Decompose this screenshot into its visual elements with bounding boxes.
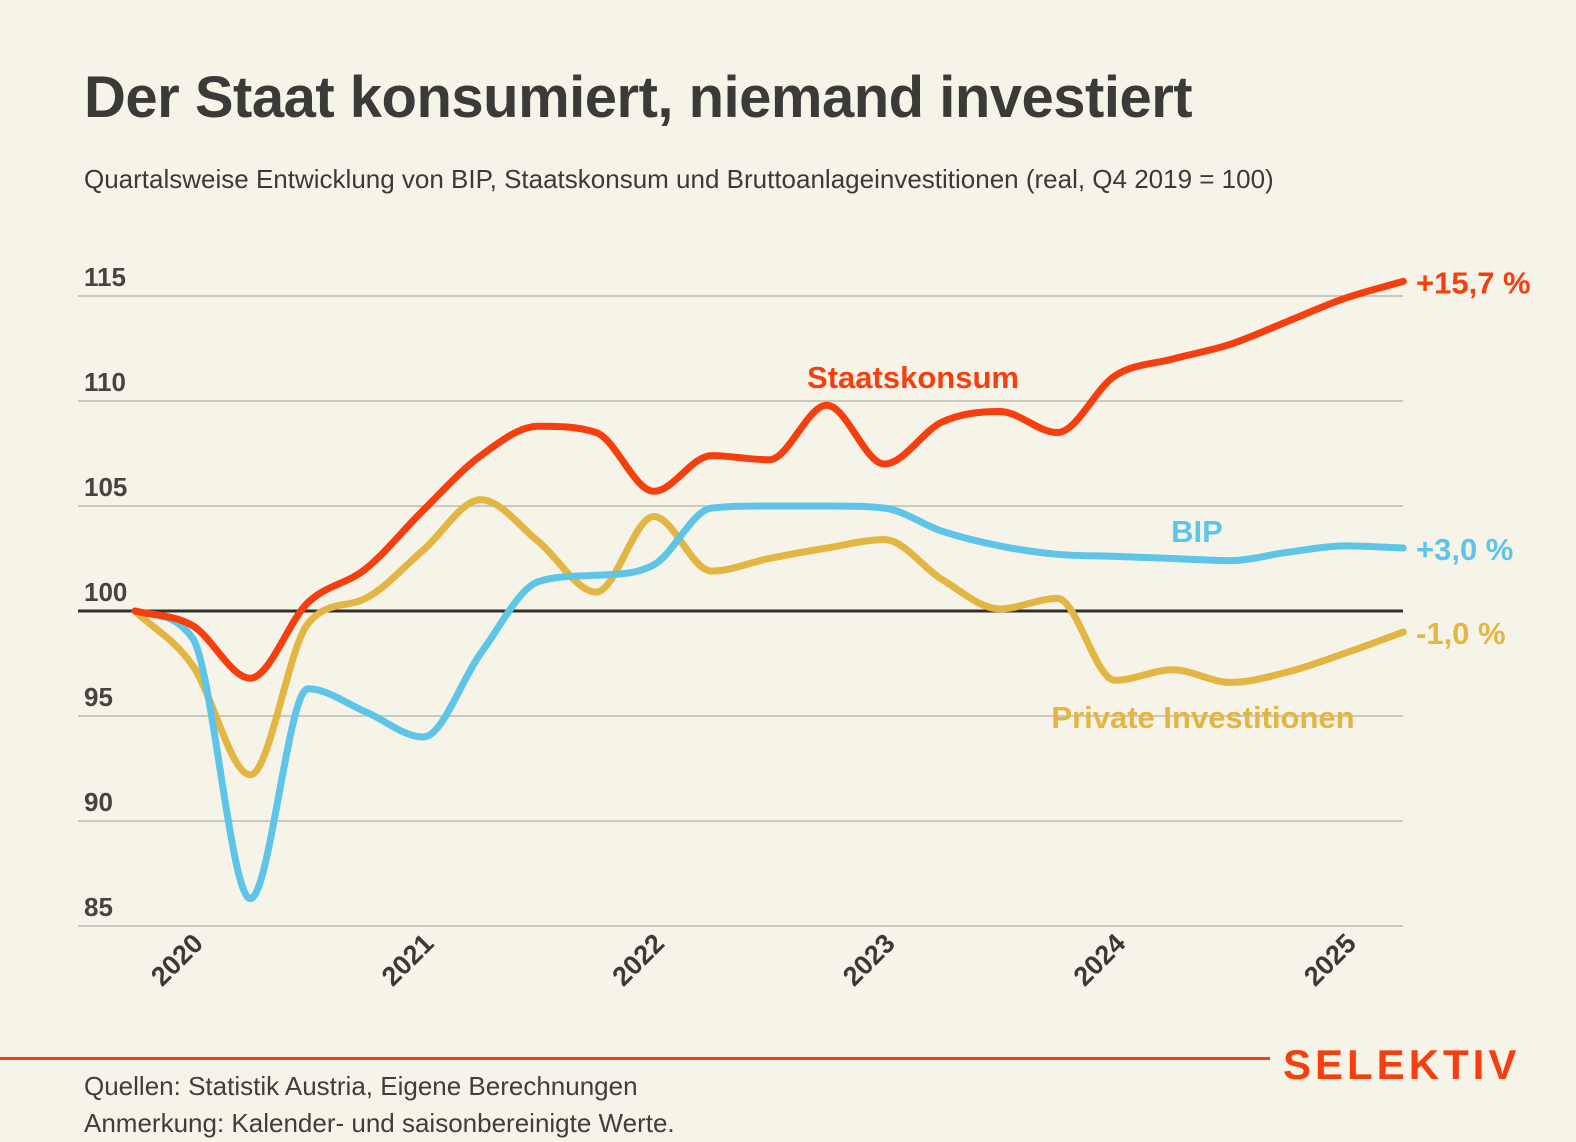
selektiv-logo: SELEKTIV bbox=[1283, 1041, 1521, 1088]
y-tick-110: 110 bbox=[84, 367, 126, 397]
series-line-private-investitionen bbox=[131, 496, 1407, 779]
page-title: Der Staat konsumiert, niemand investiert bbox=[84, 65, 1193, 130]
end-label-staatskonsum: +15,7 % bbox=[1416, 265, 1531, 300]
y-tick-85: 85 bbox=[84, 892, 113, 922]
x-tick-2022: 2022 bbox=[606, 928, 670, 992]
end-label-bip: +3,0 % bbox=[1416, 532, 1513, 567]
x-tick-2020: 2020 bbox=[145, 928, 209, 992]
x-tick-2021: 2021 bbox=[376, 928, 440, 992]
y-tick-105: 105 bbox=[84, 472, 127, 502]
method-note: Anmerkung: Kalender- und saisonbereinigt… bbox=[84, 1108, 675, 1138]
x-tick-2024: 2024 bbox=[1068, 928, 1132, 992]
y-tick-95: 95 bbox=[84, 682, 113, 712]
series-line-staatskonsum bbox=[131, 277, 1407, 682]
x-tick-2025: 2025 bbox=[1298, 928, 1362, 992]
chart-subtitle: Quartalsweise Entwicklung von BIP, Staat… bbox=[84, 164, 1274, 194]
source-note: Quellen: Statistik Austria, Eigene Berec… bbox=[84, 1071, 638, 1101]
y-tick-115: 115 bbox=[84, 262, 126, 292]
x-tick-2023: 2023 bbox=[837, 928, 901, 992]
y-tick-90: 90 bbox=[84, 787, 113, 817]
series-label-staatskonsum: Staatskonsum bbox=[807, 360, 1019, 395]
series-label-private-investitionen: Private Investitionen bbox=[1051, 700, 1354, 735]
footer-rule bbox=[0, 1057, 1270, 1060]
footnotes: Quellen: Statistik Austria, Eigene Berec… bbox=[84, 1068, 675, 1142]
y-tick-100: 100 bbox=[84, 577, 127, 607]
series-label-bip: BIP bbox=[1171, 514, 1223, 549]
end-label-private-investitionen: -1,0 % bbox=[1416, 616, 1506, 651]
series-line-bip bbox=[131, 502, 1407, 903]
